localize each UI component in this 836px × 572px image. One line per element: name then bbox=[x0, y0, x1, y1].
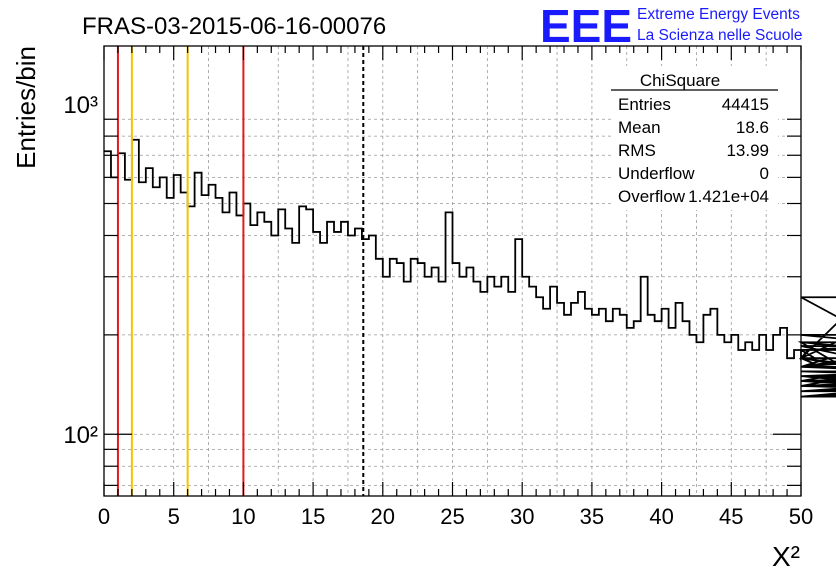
stats-label-underflow: Underflow bbox=[618, 164, 695, 183]
x-tick-label: 10 bbox=[231, 504, 255, 529]
stats-value-overflow: 1.421e+04 bbox=[688, 187, 769, 206]
x-tick-label: 25 bbox=[440, 504, 464, 529]
stats-value-underflow: 0 bbox=[760, 164, 769, 183]
x-tick-label: 15 bbox=[301, 504, 325, 529]
axis-ticks bbox=[103, 46, 802, 496]
logo-line1: Extreme Energy Events bbox=[637, 6, 800, 23]
x-tick-label: 5 bbox=[168, 504, 180, 529]
histogram-line bbox=[104, 138, 836, 398]
y-axis-label: Entries/bin bbox=[11, 46, 41, 169]
x-tick-label: 35 bbox=[580, 504, 604, 529]
histogram-series bbox=[104, 138, 836, 398]
stats-value-entries: 44415 bbox=[722, 95, 769, 114]
y-tick-label: 10² bbox=[63, 422, 98, 449]
x-tick-label: 0 bbox=[98, 504, 110, 529]
stats-label-mean: Mean bbox=[618, 118, 661, 137]
x-tick-label: 50 bbox=[789, 504, 813, 529]
reference-lines bbox=[116, 46, 365, 496]
stats-title: ChiSquare bbox=[640, 71, 720, 90]
chart-title: FRAS-03-2015-06-16-00076 bbox=[82, 13, 386, 40]
logo-mark: EEE bbox=[540, 0, 632, 52]
y-tick-labels: 10² 10³ bbox=[63, 92, 98, 449]
stats-label-rms: RMS bbox=[618, 141, 656, 160]
stats-label-overflow: Overflow bbox=[618, 187, 686, 206]
x-tick-label: 20 bbox=[371, 504, 395, 529]
stats-box: ChiSquare Entries 44415 Mean 18.6 RMS 13… bbox=[611, 66, 778, 210]
eee-logo: EEE Extreme Energy Events La Scienza nel… bbox=[540, 0, 802, 52]
x-tick-label: 40 bbox=[649, 504, 673, 529]
x-axis-label: X² bbox=[772, 541, 800, 572]
logo-line2: La Scienza nelle Scuole bbox=[637, 27, 802, 44]
stats-value-rms: 13.99 bbox=[726, 141, 769, 160]
x-tick-labels: 0 5 10 15 20 25 30 35 40 45 50 bbox=[98, 504, 813, 529]
y-tick-label: 10³ bbox=[63, 92, 98, 119]
x-tick-label: 30 bbox=[510, 504, 534, 529]
grid-lines bbox=[104, 46, 801, 496]
x-tick-label: 45 bbox=[719, 504, 743, 529]
stats-value-mean: 18.6 bbox=[736, 118, 769, 137]
stats-label-entries: Entries bbox=[618, 95, 671, 114]
